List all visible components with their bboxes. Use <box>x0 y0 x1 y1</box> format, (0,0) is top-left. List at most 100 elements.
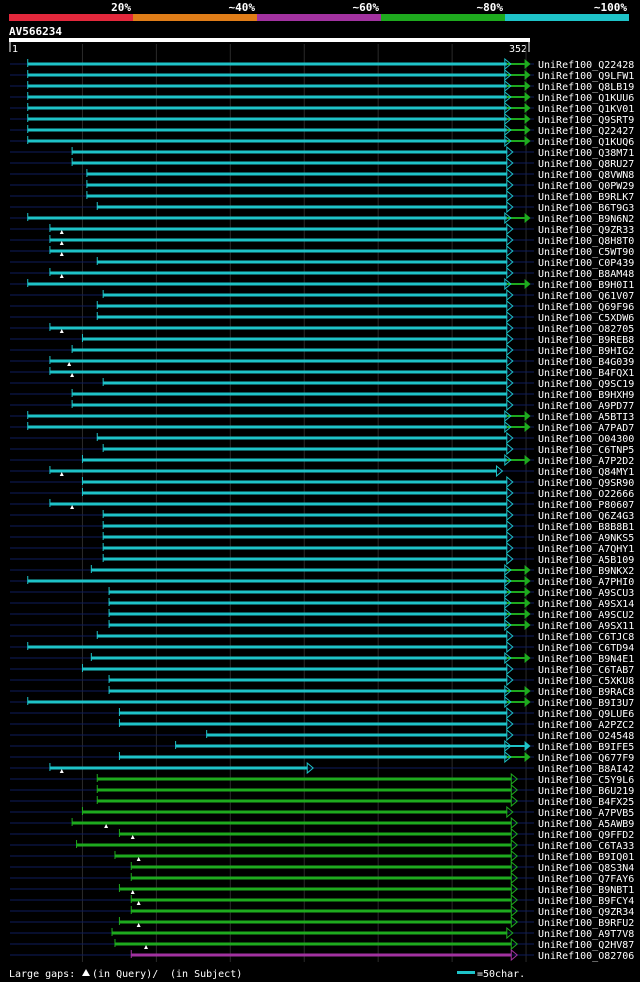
hit-name[interactable]: UniRef100_B9IFE5 <box>538 742 634 753</box>
hit-row[interactable]: UniRef100_P80607 <box>10 497 634 511</box>
hit-row[interactable]: UniRef100_O22666 <box>10 486 634 500</box>
hit-bar[interactable] <box>82 480 507 484</box>
hit-bar[interactable] <box>27 139 507 143</box>
hit-bar[interactable] <box>82 810 507 814</box>
hit-row[interactable]: UniRef100_A9PD77 <box>10 398 634 412</box>
hit-row[interactable]: UniRef100_Q69F96 <box>10 299 634 313</box>
hit-row[interactable]: UniRef100_B9NKX2 <box>10 563 634 577</box>
hit-name[interactable]: UniRef100_C6TA33 <box>538 841 634 852</box>
hit-bar[interactable] <box>103 557 507 561</box>
hit-name[interactable]: UniRef100_B9RAC8 <box>538 687 634 698</box>
hit-name[interactable]: UniRef100_Q9FFD2 <box>538 830 634 841</box>
hit-name[interactable]: UniRef100_A7P2D2 <box>538 456 634 467</box>
hit-bar[interactable] <box>49 766 308 770</box>
hit-row[interactable]: UniRef100_Q7FAY6 <box>10 871 634 885</box>
hit-row[interactable]: UniRef100_B9N4E1 <box>10 651 634 665</box>
hit-row[interactable]: UniRef100_B9N6N2 <box>10 211 634 225</box>
hit-bar[interactable] <box>131 953 512 957</box>
hit-bar[interactable] <box>82 491 507 495</box>
hit-name[interactable]: UniRef100_B9HIG2 <box>538 346 634 357</box>
hit-bar[interactable] <box>49 359 507 363</box>
hit-row[interactable]: UniRef100_Q9SC19 <box>10 376 634 390</box>
hit-bar[interactable] <box>97 315 507 319</box>
hit-name[interactable]: UniRef100_A5BTI3 <box>538 412 634 423</box>
hit-name[interactable]: UniRef100_B9IQ01 <box>538 852 634 863</box>
hit-name[interactable]: UniRef100_B9HXH9 <box>538 390 634 401</box>
hit-name[interactable]: UniRef100_Q84MY1 <box>538 467 634 478</box>
hit-row[interactable]: UniRef100_Q38M71 <box>10 145 634 159</box>
hit-bar[interactable] <box>49 249 507 253</box>
hit-row[interactable]: UniRef100_Q61V07 <box>10 288 634 302</box>
hit-bar[interactable] <box>97 788 512 792</box>
hit-row[interactable]: UniRef100_B9RAC8 <box>10 684 634 698</box>
hit-name[interactable]: UniRef100_A7PHI0 <box>538 577 634 588</box>
hit-row[interactable]: UniRef100_B9RLK7 <box>10 189 634 203</box>
hit-row[interactable]: UniRef100_Q6Z4G3 <box>10 508 634 522</box>
hit-name[interactable]: UniRef100_B9FCY4 <box>538 896 634 907</box>
hit-row[interactable]: UniRef100_Q9FFD2 <box>10 827 634 841</box>
hit-bar[interactable] <box>206 733 507 737</box>
hit-row[interactable]: UniRef100_Q9SR90 <box>10 475 634 489</box>
hit-bar[interactable] <box>109 678 507 682</box>
hit-name[interactable]: UniRef100_B4FX25 <box>538 797 634 808</box>
hit-name[interactable]: UniRef100_B8AM48 <box>538 269 634 280</box>
hit-bar[interactable] <box>27 579 507 583</box>
hit-name[interactable]: UniRef100_Q8LB19 <box>538 82 634 93</box>
hit-row[interactable]: UniRef100_B9NBT1 <box>10 882 634 896</box>
hit-bar[interactable] <box>103 513 507 517</box>
hit-row[interactable]: UniRef100_A7PVB5 <box>10 805 634 819</box>
hit-bar[interactable] <box>27 645 507 649</box>
hit-bar[interactable] <box>103 535 507 539</box>
hit-row[interactable]: UniRef100_A9SCU3 <box>10 585 634 599</box>
hit-bar[interactable] <box>97 205 507 209</box>
hit-row[interactable]: UniRef100_O82706 <box>10 948 634 962</box>
hit-name[interactable]: UniRef100_Q9LFW1 <box>538 71 634 82</box>
hit-row[interactable]: UniRef100_Q8S3N4 <box>10 860 634 874</box>
hit-name[interactable]: UniRef100_Q1KUQ6 <box>538 137 634 148</box>
hit-name[interactable]: UniRef100_C6TNP5 <box>538 445 634 456</box>
hit-bar[interactable] <box>91 568 507 572</box>
hit-bar[interactable] <box>27 84 507 88</box>
hit-bar[interactable] <box>97 634 507 638</box>
hit-bar[interactable] <box>49 238 507 242</box>
hit-bar[interactable] <box>109 601 507 605</box>
hit-bar[interactable] <box>103 447 507 451</box>
hit-name[interactable]: UniRef100_Q9SR90 <box>538 478 634 489</box>
hit-row[interactable]: UniRef100_C5XDW6 <box>10 310 634 324</box>
hit-row[interactable]: UniRef100_Q9ZR33 <box>10 222 634 236</box>
hit-row[interactable]: UniRef100_Q9LUE6 <box>10 706 634 720</box>
hit-bar[interactable] <box>97 799 512 803</box>
hit-bar[interactable] <box>131 865 512 869</box>
hit-row[interactable]: UniRef100_C6TNP5 <box>10 442 634 456</box>
hit-name[interactable]: UniRef100_B9RLK7 <box>538 192 634 203</box>
hit-bar[interactable] <box>175 744 507 748</box>
hit-name[interactable]: UniRef100_B6U219 <box>538 786 634 797</box>
hit-row[interactable]: UniRef100_A9T7V8 <box>10 926 634 940</box>
hit-name[interactable]: UniRef100_O24548 <box>538 731 634 742</box>
hit-row[interactable]: UniRef100_C5XKU8 <box>10 673 634 687</box>
hit-row[interactable]: UniRef100_A9SX14 <box>10 596 634 610</box>
hit-bar[interactable] <box>119 920 512 924</box>
hit-bar[interactable] <box>119 832 512 836</box>
hit-bar[interactable] <box>72 392 507 396</box>
hit-bar[interactable] <box>103 524 507 528</box>
hit-row[interactable]: UniRef100_Q22428 <box>10 57 634 71</box>
hit-row[interactable]: UniRef100_O82705 <box>10 321 634 335</box>
hit-bar[interactable] <box>27 73 507 77</box>
hit-row[interactable]: UniRef100_Q22427 <box>10 123 634 137</box>
hit-bar[interactable] <box>97 304 507 308</box>
hit-bar[interactable] <box>72 821 512 825</box>
hit-row[interactable]: UniRef100_Q0PW29 <box>10 178 634 192</box>
hit-name[interactable]: UniRef100_Q0PW29 <box>538 181 634 192</box>
hit-row[interactable]: UniRef100_A5AWB9 <box>10 816 634 830</box>
hit-name[interactable]: UniRef100_A9T7V8 <box>538 929 634 940</box>
hit-bar[interactable] <box>97 777 512 781</box>
hit-row[interactable]: UniRef100_C6TA33 <box>10 838 634 852</box>
hit-bar[interactable] <box>27 62 507 66</box>
hit-bar[interactable] <box>49 271 507 275</box>
hit-name[interactable]: UniRef100_B9N4E1 <box>538 654 634 665</box>
hit-bar[interactable] <box>119 887 512 891</box>
hit-row[interactable]: UniRef100_Q8VWN8 <box>10 167 634 181</box>
hit-row[interactable]: UniRef100_C5Y9L6 <box>10 772 634 786</box>
hit-row[interactable]: UniRef100_B4FQX1 <box>10 365 634 379</box>
